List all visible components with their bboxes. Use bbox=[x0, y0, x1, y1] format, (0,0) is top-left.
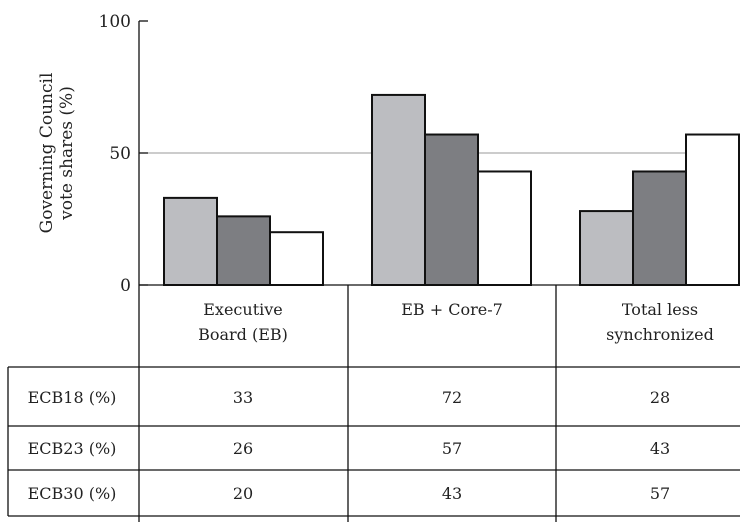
y-label-line-1: vote shares (%) bbox=[57, 86, 77, 221]
cell-s0-c1: 72 bbox=[442, 388, 462, 407]
cell-s2-c2: 57 bbox=[650, 484, 670, 503]
cell-s2-c0: 20 bbox=[233, 484, 253, 503]
row-header-0: ECB18 (%) bbox=[28, 388, 117, 407]
cell-s1-c0: 26 bbox=[233, 439, 253, 458]
bars bbox=[163, 93, 740, 287]
bar-s0-c2 bbox=[579, 210, 634, 286]
bar-s1-c1 bbox=[424, 133, 479, 286]
category-label-0-1: Board (EB) bbox=[198, 325, 288, 344]
cell-s1-c1: 57 bbox=[442, 439, 462, 458]
bar-s0-c1 bbox=[371, 93, 426, 286]
bar-s0-c0 bbox=[163, 196, 218, 287]
category-label-0-0: Executive bbox=[203, 300, 283, 319]
cell-s1-c2: 43 bbox=[650, 439, 670, 458]
bar-s2-c1 bbox=[477, 170, 532, 286]
y-tick-label-0: 0 bbox=[120, 276, 131, 296]
y-tick-label-50: 50 bbox=[109, 144, 131, 164]
y-axis-label: Governing Council vote shares (%) bbox=[37, 73, 77, 234]
y-label-line-0: Governing Council bbox=[37, 73, 57, 234]
y-axis: 0 50 100 bbox=[99, 12, 148, 522]
data-table: Executive Board (EB) EB + Core-7 Total less… bbox=[7, 284, 740, 522]
category-label-1-0: EB + Core-7 bbox=[401, 300, 503, 319]
cell-s0-c2: 28 bbox=[650, 388, 670, 407]
cell-s2-c1: 43 bbox=[442, 484, 462, 503]
cell-s0-c0: 33 bbox=[233, 388, 253, 407]
category-label-2-1: synchronized bbox=[606, 325, 714, 344]
bar-s2-c0 bbox=[269, 231, 324, 286]
bar-s1-c2 bbox=[632, 170, 687, 286]
row-header-1: ECB23 (%) bbox=[28, 439, 117, 458]
y-tick-label-100: 100 bbox=[99, 12, 131, 32]
bar-s2-c2 bbox=[685, 133, 740, 286]
bar-s1-c0 bbox=[216, 215, 271, 286]
category-label-2-0: Total less bbox=[622, 300, 698, 319]
y-label-group: Governing Council vote shares (%) bbox=[37, 73, 77, 234]
row-header-2: ECB30 (%) bbox=[28, 484, 117, 503]
